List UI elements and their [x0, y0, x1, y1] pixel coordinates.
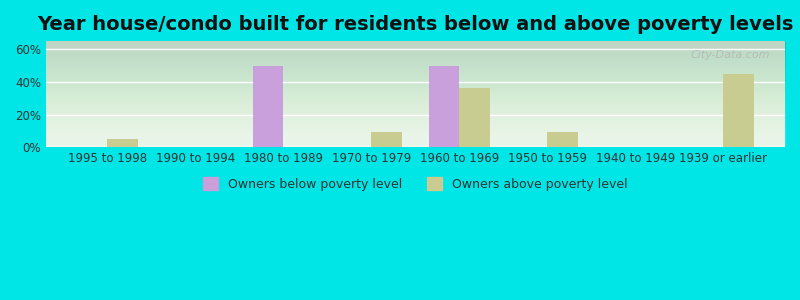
Title: Year house/condo built for residents below and above poverty levels: Year house/condo built for residents bel… [38, 15, 794, 34]
Bar [723, 74, 754, 147]
Bar [371, 133, 402, 147]
Legend: Owners below poverty level, Owners above poverty level: Owners below poverty level, Owners above… [198, 172, 633, 196]
Bar [547, 133, 578, 147]
Text: City-Data.com: City-Data.com [690, 50, 770, 60]
Bar [107, 139, 138, 147]
Bar [459, 88, 490, 147]
Bar [429, 66, 459, 147]
Bar [253, 66, 283, 147]
